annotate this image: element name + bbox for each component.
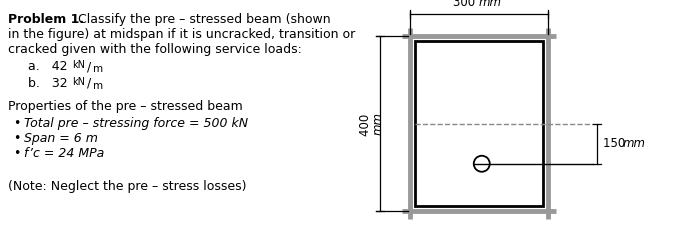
Text: in the figure) at midspan if it is uncracked, transition or: in the figure) at midspan if it is uncra…	[8, 28, 355, 41]
Text: f’c = 24 MPa: f’c = 24 MPa	[24, 147, 104, 160]
Text: m: m	[93, 64, 103, 74]
Text: kN: kN	[72, 77, 85, 87]
Text: m: m	[93, 81, 103, 91]
Text: Classify the pre – stressed beam (shown: Classify the pre – stressed beam (shown	[74, 13, 331, 26]
Text: mm: mm	[479, 0, 502, 9]
Text: cracked given with the following service loads:: cracked given with the following service…	[8, 43, 302, 56]
Text: •: •	[13, 147, 20, 160]
Text: Properties of the pre – stressed beam: Properties of the pre – stressed beam	[8, 100, 243, 113]
Text: Total pre – stressing force = 500 kN: Total pre – stressing force = 500 kN	[24, 117, 248, 130]
Text: /: /	[87, 77, 91, 90]
Text: a.   42: a. 42	[28, 60, 68, 73]
Text: mm: mm	[623, 137, 646, 150]
Text: 300: 300	[453, 0, 479, 9]
Text: kN: kN	[72, 60, 85, 70]
Text: •: •	[13, 117, 20, 130]
Text: Problem 1.: Problem 1.	[8, 13, 84, 26]
Text: •: •	[13, 132, 20, 145]
Text: /: /	[87, 60, 91, 73]
Text: 400: 400	[359, 110, 372, 137]
Text: 150: 150	[603, 137, 629, 150]
Text: b.   32: b. 32	[28, 77, 68, 90]
Text: (Note: Neglect the pre – stress losses): (Note: Neglect the pre – stress losses)	[8, 180, 246, 193]
Bar	[415, 41, 543, 206]
Text: mm: mm	[372, 112, 385, 135]
Text: Span = 6 m: Span = 6 m	[24, 132, 98, 145]
